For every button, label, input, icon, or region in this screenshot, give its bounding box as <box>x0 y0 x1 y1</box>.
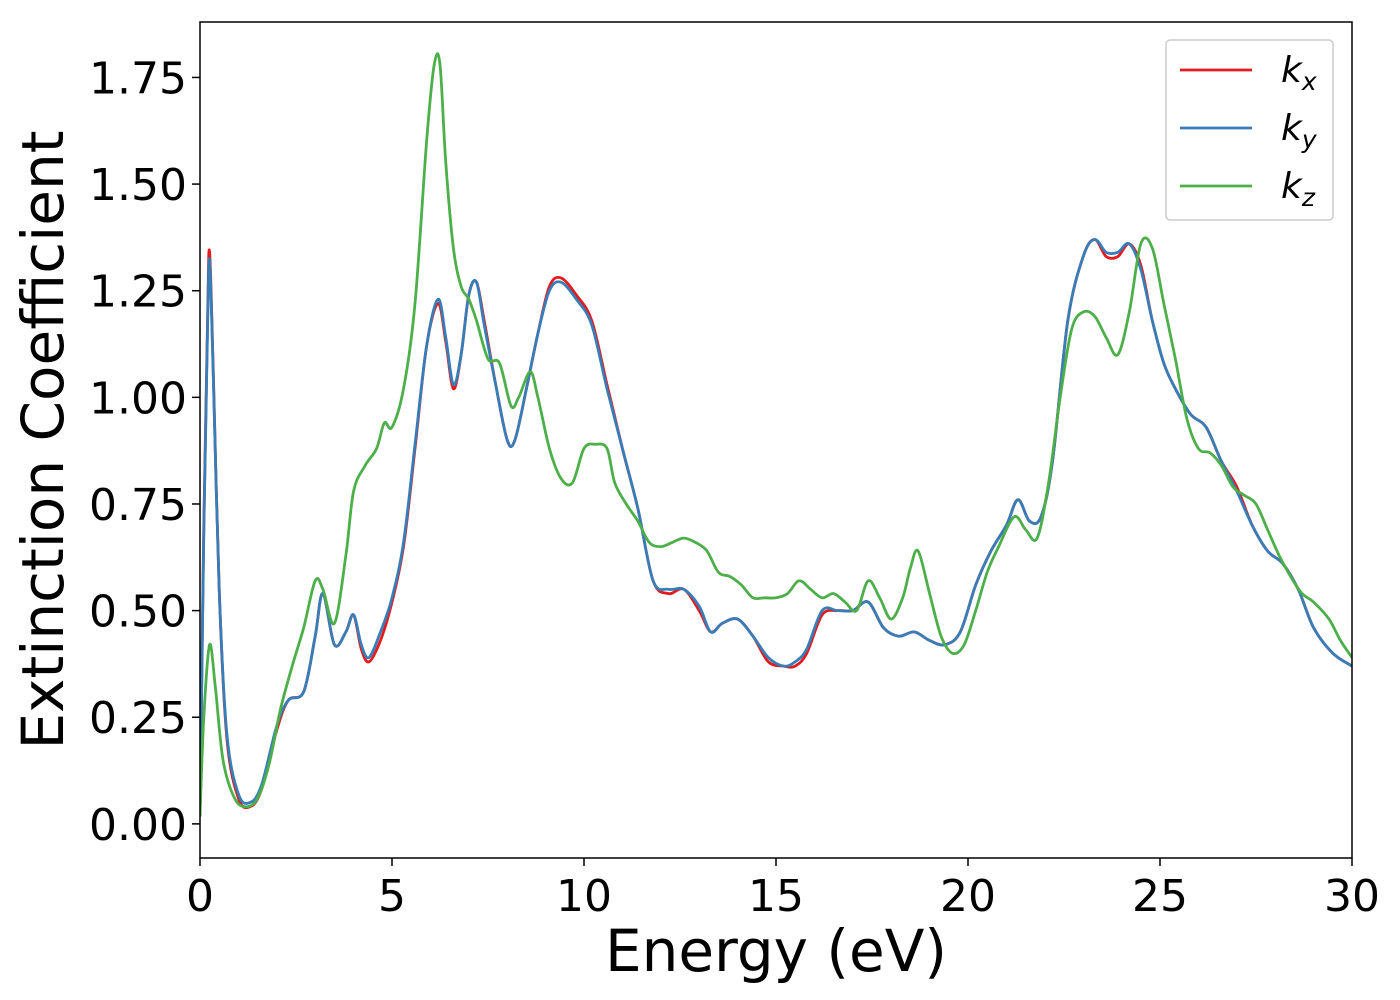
x-tick-label: 0 <box>186 871 214 922</box>
series-line-ky <box>200 238 1352 817</box>
legend-entries: kx ky kz <box>1180 50 1318 212</box>
y-tick-label: 0.50 <box>89 587 187 638</box>
x-tick-label: 5 <box>378 871 406 922</box>
legend-box <box>1165 39 1334 221</box>
x-axis-title: Energy (eV) <box>605 917 947 985</box>
y-axis-title: Extinction Coefficient <box>9 131 77 750</box>
y-tick-label: 1.75 <box>89 53 187 104</box>
legend-label-ky: ky <box>1281 108 1318 154</box>
x-tick-label: 10 <box>556 871 612 922</box>
y-tick-label: 1.25 <box>89 267 187 318</box>
series-line-kx <box>200 238 1352 817</box>
y-tick-label: 0.75 <box>89 480 187 531</box>
legend-label-kx: kx <box>1281 50 1317 96</box>
y-axis: 0.00 0.25 0.50 0.75 1.00 1.25 1.50 1.75 <box>89 53 200 851</box>
y-tick-label: 1.00 <box>89 373 187 424</box>
y-tick-label: 0.25 <box>89 693 187 744</box>
series-line-kz <box>200 52 1352 817</box>
x-tick-label: 30 <box>1324 871 1380 922</box>
x-tick-label: 20 <box>940 871 996 922</box>
plot-lines <box>200 52 1352 817</box>
x-tick-label: 25 <box>1132 871 1188 922</box>
legend-label-kz: kz <box>1281 166 1316 212</box>
y-tick-label: 0.00 <box>89 800 187 851</box>
x-axis: 0 5 10 15 20 25 30 <box>186 858 1380 922</box>
legend: kx ky kz <box>1165 39 1334 221</box>
x-tick-label: 15 <box>748 871 804 922</box>
y-tick-label: 1.50 <box>89 160 187 211</box>
